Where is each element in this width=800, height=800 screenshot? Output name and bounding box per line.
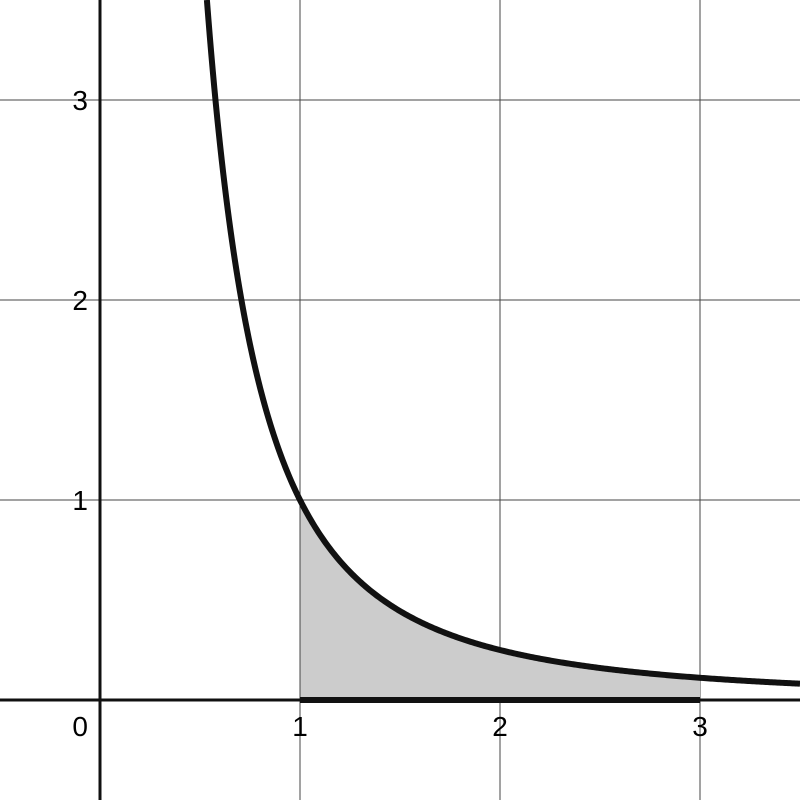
y-tick-label: 2 [72,285,88,316]
y-tick-label: 3 [72,85,88,116]
x-tick-label: 1 [292,711,308,742]
curve-line [203,0,800,687]
x-tick-label: 3 [692,711,708,742]
y-tick-label: 1 [72,485,88,516]
x-tick-label: 2 [492,711,508,742]
shaded-area [300,500,700,700]
origin-label: 0 [72,711,88,742]
